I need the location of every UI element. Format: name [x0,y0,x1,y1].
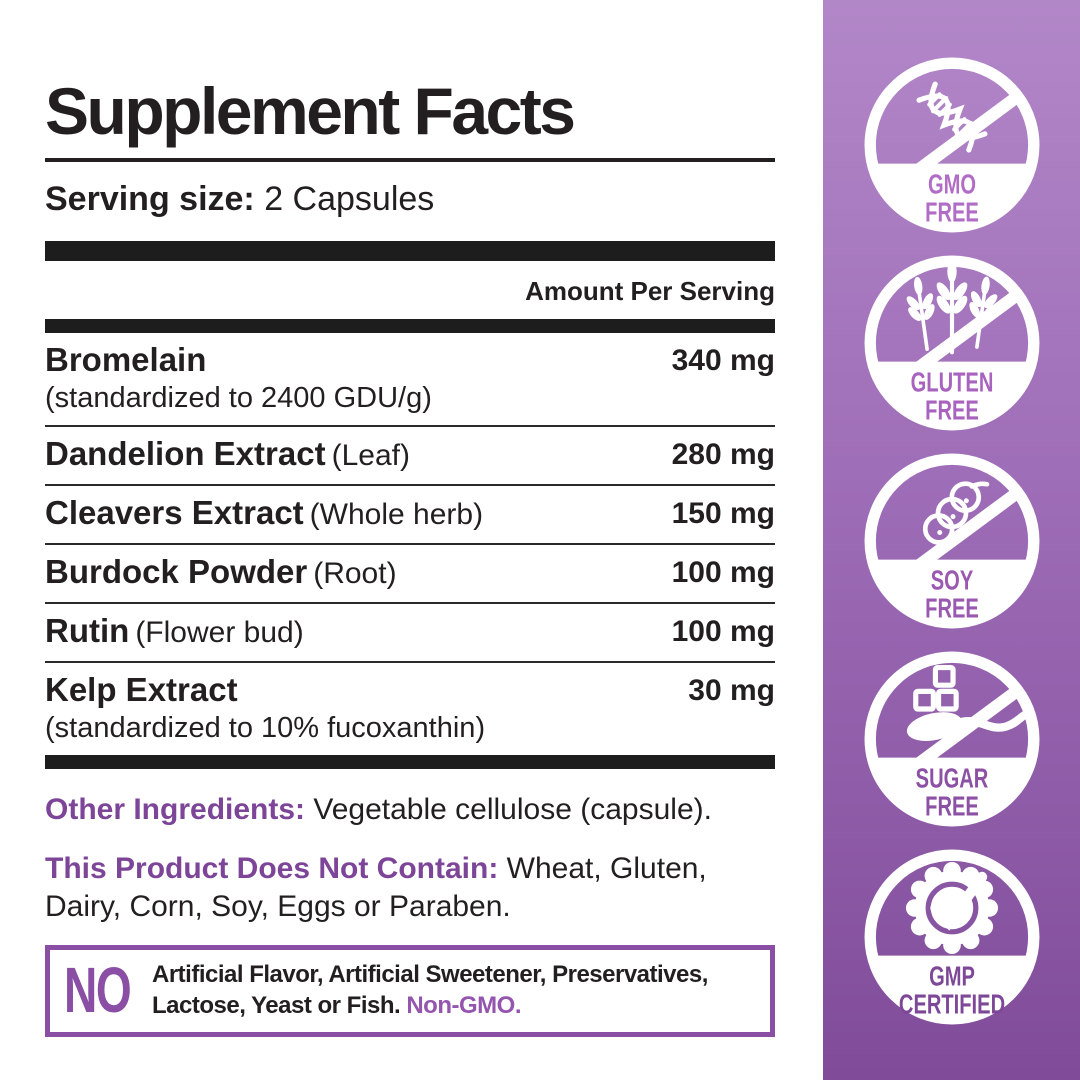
ingredient-amount: 100 mg [671,555,775,589]
badge-label-line2: FREE [925,594,979,625]
badge-label-line1: SOY [930,566,972,597]
amount-per-serving-header: Amount Per Serving [525,276,775,307]
ingredient-note: (standardized to 2400 GDU/g) [45,382,432,415]
other-ingredients-line: Other Ingredients: Vegetable cellulose (… [45,791,775,829]
title-divider [45,158,775,162]
serving-size-label: Serving size: [45,180,255,218]
ingredient-rows: Bromelain (standardized to 2400 GDU/g) 3… [45,333,775,755]
ingredient-row: Cleavers Extract (Whole herb) 150 mg [45,486,775,545]
ingredient-qualifier: (Leaf) [331,438,410,472]
ingredient-row: Kelp Extract (standardized to 10% fucoxa… [45,663,775,755]
ingredient-amount: 280 mg [671,437,775,471]
soy-free-soybean-icon [922,481,989,545]
ingredient-name: Burdock Powder [45,552,308,590]
badge-gmp-certified: GMP CERTIFIED [864,849,1040,1025]
badges-sidebar: GMO FREE [823,0,1080,1080]
ingredient-note: (standardized to 10% fucoxanthin) [45,711,486,744]
other-ingredients-label: Other Ingredients: [45,792,306,826]
badge-ring [864,255,1039,431]
ingredient-row: Dandelion Extract (Leaf) 280 mg [45,427,775,486]
no-claims-box: NO Artificial Flavor, Artificial Sweeten… [45,945,775,1037]
badge-soy-free: SOY FREE [864,453,1040,629]
not-contain-text: Wheat, Gluten, Dairy, Corn, Soy, Eggs or… [45,852,707,923]
ingredient-amount: 30 mg [688,673,775,707]
not-contain-label: This Product Does Not Contain: [45,852,499,886]
ingredient-amount: 150 mg [671,496,775,530]
ingredient-name: Dandelion Extract [45,434,326,472]
panel-title: Supplement Facts [45,74,576,148]
ingredient-name: Bromelain [45,341,207,379]
thick-bar-header [45,319,775,334]
no-claims-list: Artificial Flavor, Artificial Sweetener,… [152,961,708,1019]
badge-label-line1: SUGAR [915,764,988,795]
ingredient-name: Cleavers Extract [45,493,304,531]
badge-ring [864,57,1039,233]
no-word: NO [64,954,132,1027]
not-contain-line: This Product Does Not Contain: Wheat, Gl… [45,850,775,925]
thick-bar-top [45,241,775,262]
other-ingredients-text: Vegetable cellulose (capsule). [313,792,712,826]
badge-label-line1: GLUTEN [910,368,993,399]
non-gmo-highlight: Non-GMO. [406,991,521,1019]
supplement-facts-panel: Supplement Facts Serving size: 2 Capsule… [45,78,775,1037]
badge-gmo-free: GMO FREE [864,57,1040,233]
badge-label-line2: CERTIFIED [898,990,1004,1021]
ingredient-row: Rutin (Flower bud) 100 mg [45,604,775,663]
badge-label-line2: FREE [925,792,979,823]
badge-gluten-free: GLUTEN FREE [864,255,1040,431]
badge-label-line1: GMO [927,170,975,201]
ingredient-qualifier: (Flower bud) [135,615,304,649]
badge-ring [864,453,1039,629]
serving-size-value: 2 Capsules [264,180,435,218]
no-claims-text: Artificial Flavor, Artificial Sweetener,… [152,960,756,1021]
gluten-free-wheat-icon [906,260,997,355]
thick-bar-bottom [45,754,775,769]
gmo-free-dna-icon [915,81,988,153]
badge-label-line1: GMP [929,962,975,993]
badge-sugar-free: SUGAR FREE [864,651,1040,827]
ingredient-amount: 340 mg [671,344,775,378]
ingredient-amount: 100 mg [671,614,775,648]
ingredient-qualifier: (Whole herb) [309,497,484,531]
badge-ring [864,849,1039,1025]
ingredient-qualifier: (Root) [313,556,397,590]
ingredient-row: Bromelain (standardized to 2400 GDU/g) 3… [45,333,775,427]
serving-size-line: Serving size: 2 Capsules [45,180,775,219]
sugar-free-spoon-icon [906,664,1029,741]
ingredient-name: Rutin [45,611,130,649]
badge-ring [864,651,1039,827]
badge-label-line2: FREE [925,396,979,427]
ingredient-row: Burdock Powder (Root) 100 mg [45,545,775,604]
badge-label-line2: FREE [925,198,979,229]
ingredient-name: Kelp Extract [45,670,238,708]
